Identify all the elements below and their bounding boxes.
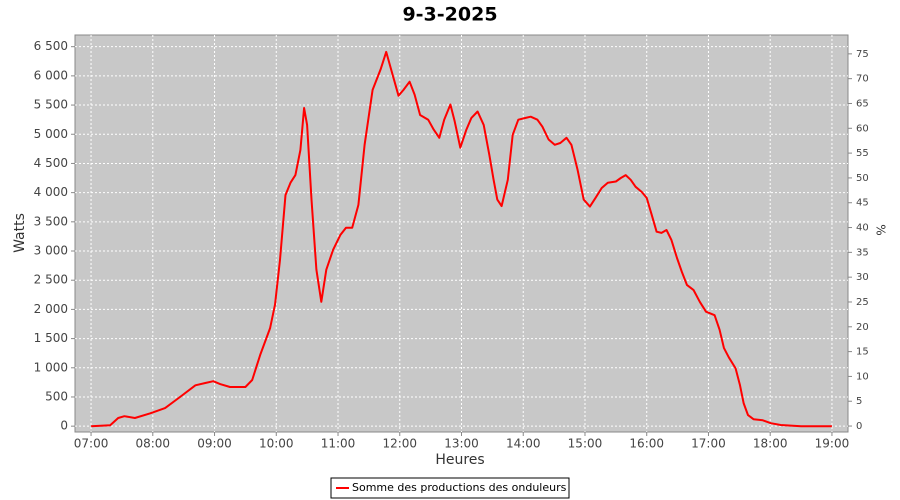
chart-title: 9-3-2025 [402,4,497,26]
x-tick-label: 17:00 [691,437,726,451]
y-tick-label: 3 000 [34,244,68,258]
x-tick-label: 13:00 [444,437,479,451]
y-tick-label: 2 000 [34,302,68,316]
x-tick-label: 07:00 [74,437,109,451]
x-tick-label: 08:00 [135,437,170,451]
y-tick-label: 4 500 [34,156,68,170]
y-tick-label: 3 500 [34,214,68,228]
x-tick-label: 15:00 [568,437,603,451]
y2-tick-label: 60 [856,123,869,134]
x-tick-label: 18:00 [753,437,788,451]
y2-tick-label: 5 [856,396,862,407]
y2-tick-label: 45 [856,198,869,209]
legend-box [330,477,570,499]
y-tick-label: 4 000 [34,185,68,199]
y-axis-label: Watts [12,213,28,253]
x-tick-label: 19:00 [815,437,850,451]
y-tick-label: 1 500 [34,331,68,345]
y2-axis-label: % [874,224,888,235]
y-tick-label: 6 000 [34,68,68,82]
data-line [91,50,832,428]
legend-label: Somme des productions des onduleurs [352,481,567,494]
y2-tick-label: 70 [856,74,869,85]
y2-tick-label: 15 [856,347,869,358]
y2-tick-label: 35 [856,247,869,258]
x-tick-label: 14:00 [506,437,541,451]
y-tick-label: 500 [45,389,68,403]
y2-tick-label: 40 [856,223,869,234]
y2-tick-label: 10 [856,371,869,382]
y2-tick-label: 0 [856,421,862,432]
y2-tick-label: 65 [856,98,869,109]
y2-tick-label: 25 [856,297,869,308]
x-tick-label: 11:00 [321,437,356,451]
x-axis-label: Heures [435,452,484,468]
y-tick-label: 6 500 [34,39,68,53]
y-tick-label: 0 [60,419,68,433]
x-tick-label: 16:00 [629,437,664,451]
y-tick-label: 5 000 [34,127,68,141]
y2-tick-label: 55 [856,148,869,159]
plot-area [74,34,849,433]
y2-tick-label: 75 [856,49,869,60]
y-tick-label: 1 000 [34,360,68,374]
y-tick-label: 5 500 [34,98,68,112]
y2-tick-label: 50 [856,173,869,184]
x-tick-label: 12:00 [382,437,417,451]
x-tick-label: 10:00 [259,437,294,451]
y2-tick-label: 30 [856,272,869,283]
x-tick-label: 09:00 [197,437,232,451]
y2-tick-label: 20 [856,322,869,333]
y-tick-label: 2 500 [34,273,68,287]
